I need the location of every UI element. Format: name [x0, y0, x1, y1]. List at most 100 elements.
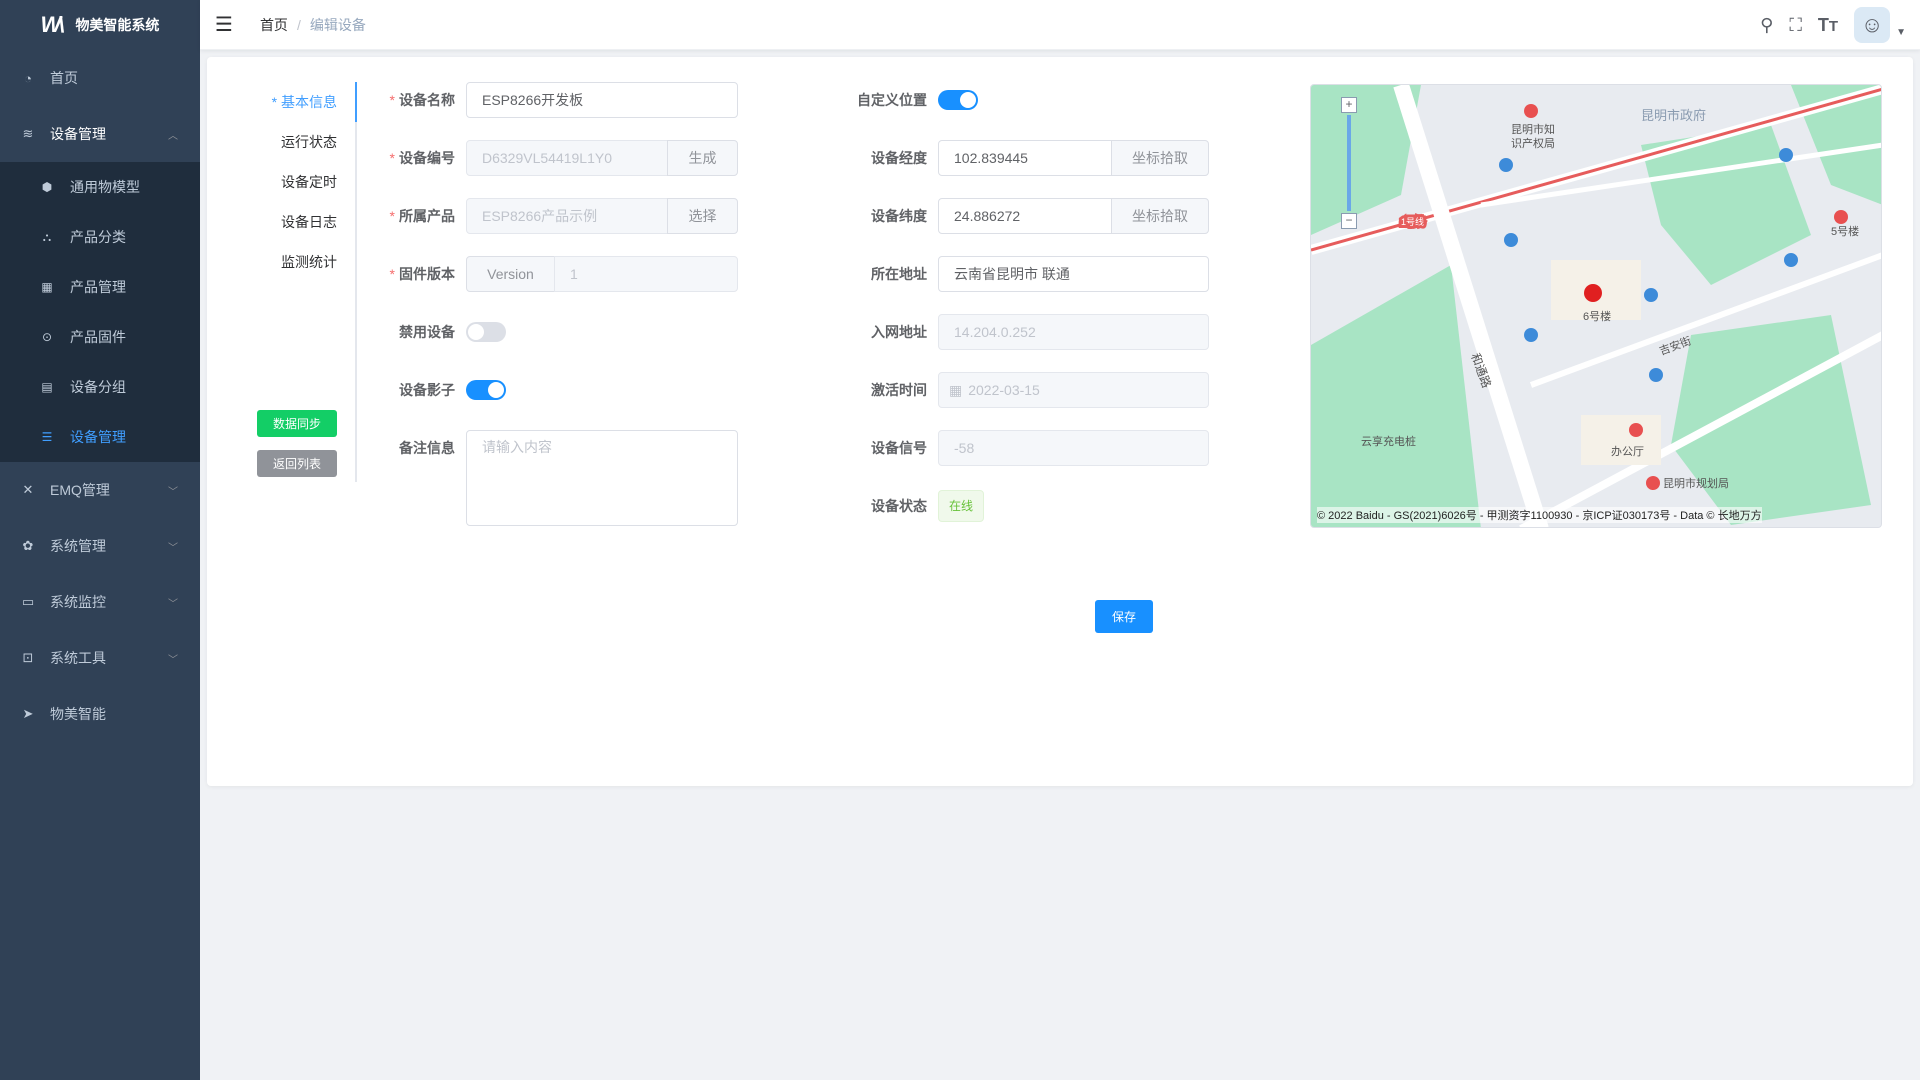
tab-basic-info[interactable]: * 基本信息: [271, 94, 337, 110]
svg-text:1号线: 1号线: [1401, 216, 1424, 227]
chevron-down-icon: ﹀: [168, 542, 178, 554]
map[interactable]: 6号楼 昆明市政府 昆明市知 识产权局 5号楼 吉安街 和通路 云享充电桩 办公…: [1310, 84, 1882, 528]
device-name-input[interactable]: ESP8266开发板: [466, 82, 738, 118]
sidebar: W\ 物美智能系统 ◔ 首页 ≋ 设备管理 ︿ ⬢ 通用物模型 ⛬ 产品分类 ▦ 产品管理 …: [0, 0, 200, 1080]
select-product-button[interactable]: 选择: [667, 198, 738, 234]
menu-label: 系统工具: [50, 650, 106, 666]
svg-text:识产权局: 识产权局: [1511, 136, 1555, 150]
zoom-in-icon[interactable]: +: [1341, 97, 1357, 113]
map-canvas[interactable]: 6号楼 昆明市政府 昆明市知 识产权局 5号楼 吉安街 和通路 云享充电桩 办公…: [1311, 85, 1882, 528]
breadcrumb-home[interactable]: 首页: [259, 16, 288, 33]
sidebar-item-device-management[interactable]: ≋ 设备管理 ︿: [0, 106, 200, 162]
back-to-list-button[interactable]: 返回列表: [257, 450, 337, 477]
svg-text:昆明市政府: 昆明市政府: [1641, 108, 1706, 123]
longitude-label: 设备经度: [871, 150, 927, 166]
logo-mark-icon: W\: [40, 12, 65, 37]
custom-location-switch[interactable]: [938, 90, 978, 110]
sidebar-item-monitor[interactable]: ▭ 系统监控 ﹀: [0, 574, 200, 630]
status-label: 设备状态: [871, 498, 927, 514]
font-size-icon[interactable]: TT: [1817, 14, 1839, 35]
sidebar-item-product-management[interactable]: ▦ 产品管理: [0, 262, 200, 312]
map-zoom-control[interactable]: + −: [1341, 97, 1357, 232]
disable-device-switch[interactable]: [466, 322, 506, 342]
sidebar-item-tools[interactable]: ⊡ 系统工具 ﹀: [0, 630, 200, 686]
menu-label: 通用物模型: [70, 179, 140, 195]
pick-longitude-button[interactable]: 坐标拾取: [1111, 140, 1209, 176]
menu-label: 产品分类: [70, 229, 126, 245]
header: ☰ 首页 / 编辑设备 ⚲ ⛶ TT ☺ ▼: [200, 0, 1920, 50]
save-button[interactable]: 保存: [1095, 600, 1153, 633]
monitor-icon: ▭: [21, 594, 35, 609]
device-code-label: * 设备编号: [389, 150, 455, 166]
tab-run-status[interactable]: 运行状态: [281, 134, 337, 150]
logo[interactable]: W\ 物美智能系统: [0, 0, 200, 50]
sidebar-item-devices[interactable]: ☰ 设备管理: [0, 412, 200, 462]
status-badge: 在线: [938, 490, 985, 522]
active-time-input[interactable]: ▦ 2022-03-15: [938, 372, 1209, 408]
ip-label: 入网地址: [871, 324, 927, 340]
address-input[interactable]: 云南省昆明市 联通: [938, 256, 1209, 292]
address-label: 所在地址: [871, 266, 927, 282]
menu-label: 物美智能: [50, 706, 106, 722]
device-icon: ≋: [22, 126, 34, 141]
longitude-input[interactable]: 102.839445: [938, 140, 1112, 176]
app-title: 物美智能系统: [75, 17, 160, 33]
toolbox-icon: ⊡: [22, 650, 34, 665]
signal-input[interactable]: -58: [938, 430, 1209, 466]
header-tools: ⚲ ⛶ TT ☺ ▼: [1760, 0, 1906, 50]
latitude-input[interactable]: 24.886272: [938, 198, 1112, 234]
tab-device-log[interactable]: 设备日志: [281, 214, 337, 230]
device-name-label: * 设备名称: [389, 92, 455, 108]
grid-icon: ▦: [41, 280, 53, 294]
product-input[interactable]: ESP8266产品示例: [466, 198, 668, 234]
signal-label: 设备信号: [871, 440, 927, 456]
emq-icon: ✕: [22, 482, 34, 497]
sidebar-item-firmware[interactable]: ⊙ 产品固件: [0, 312, 200, 362]
avatar[interactable]: ☺: [1854, 7, 1891, 43]
tabs: * 基本信息 运行状态 设备定时 设备日志 监测统计: [207, 82, 565, 482]
search-icon[interactable]: ⚲: [1760, 14, 1774, 35]
zoom-out-icon[interactable]: −: [1341, 213, 1357, 229]
ip-input[interactable]: 14.204.0.252: [938, 314, 1209, 350]
sidebar-item-system[interactable]: ✿ 系统管理 ﹀: [0, 518, 200, 574]
sidebar-item-wumei[interactable]: ➤ 物美智能: [0, 686, 200, 742]
menu-label: EMQ管理: [50, 482, 110, 498]
chevron-up-icon: ︿: [168, 130, 178, 142]
remark-textarea[interactable]: 请输入内容: [466, 430, 738, 526]
menu-label: 产品管理: [70, 279, 126, 295]
chevron-down-icon: ﹀: [168, 486, 178, 498]
zoom-slider[interactable]: [1347, 115, 1351, 211]
active-time-value: 2022-03-15: [968, 382, 1040, 398]
tab-active-indicator: [355, 82, 357, 122]
list-icon: ☰: [41, 430, 53, 444]
svg-text:6号楼: 6号楼: [1583, 309, 1611, 323]
breadcrumb: 首页 / 编辑设备: [260, 15, 366, 35]
firmware-label: * 固件版本: [389, 266, 455, 282]
generate-button[interactable]: 生成: [667, 140, 738, 176]
hamburger-icon[interactable]: ☰: [215, 14, 233, 36]
remark-label: 备注信息: [399, 440, 455, 456]
menu-label: 系统管理: [50, 538, 106, 554]
group-icon: ▤: [41, 380, 53, 394]
sidebar-item-thing-model[interactable]: ⬢ 通用物模型: [0, 162, 200, 212]
sidebar-item-product-category[interactable]: ⛬ 产品分类: [0, 212, 200, 262]
menu-label: 首页: [50, 70, 78, 86]
breadcrumb-separator: /: [296, 16, 301, 33]
data-sync-button[interactable]: 数据同步: [257, 410, 337, 437]
submenu: ⬢ 通用物模型 ⛬ 产品分类 ▦ 产品管理 ⊙ 产品固件 ▤ 设备分组 ☰ 设备管理: [0, 162, 200, 462]
caret-down-icon[interactable]: ▼: [1896, 26, 1906, 38]
device-code-input[interactable]: D6329VL54419L1Y0: [466, 140, 668, 176]
tab-statistics[interactable]: 监测统计: [281, 254, 337, 270]
tab-device-timer[interactable]: 设备定时: [281, 174, 337, 190]
fullscreen-icon[interactable]: ⛶: [1789, 14, 1802, 35]
sidebar-item-home[interactable]: ◔ 首页: [0, 50, 200, 106]
sidebar-item-device-group[interactable]: ▤ 设备分组: [0, 362, 200, 412]
cube-icon: ⬢: [41, 180, 53, 194]
pick-latitude-button[interactable]: 坐标拾取: [1111, 198, 1209, 234]
active-time-label: 激活时间: [871, 382, 927, 398]
sidebar-item-emq[interactable]: ✕ EMQ管理 ﹀: [0, 462, 200, 518]
breadcrumb-current: 编辑设备: [309, 16, 366, 33]
firmware-input[interactable]: 1: [554, 256, 738, 292]
device-shadow-switch[interactable]: [466, 380, 506, 400]
calendar-icon: ▦: [949, 382, 963, 398]
